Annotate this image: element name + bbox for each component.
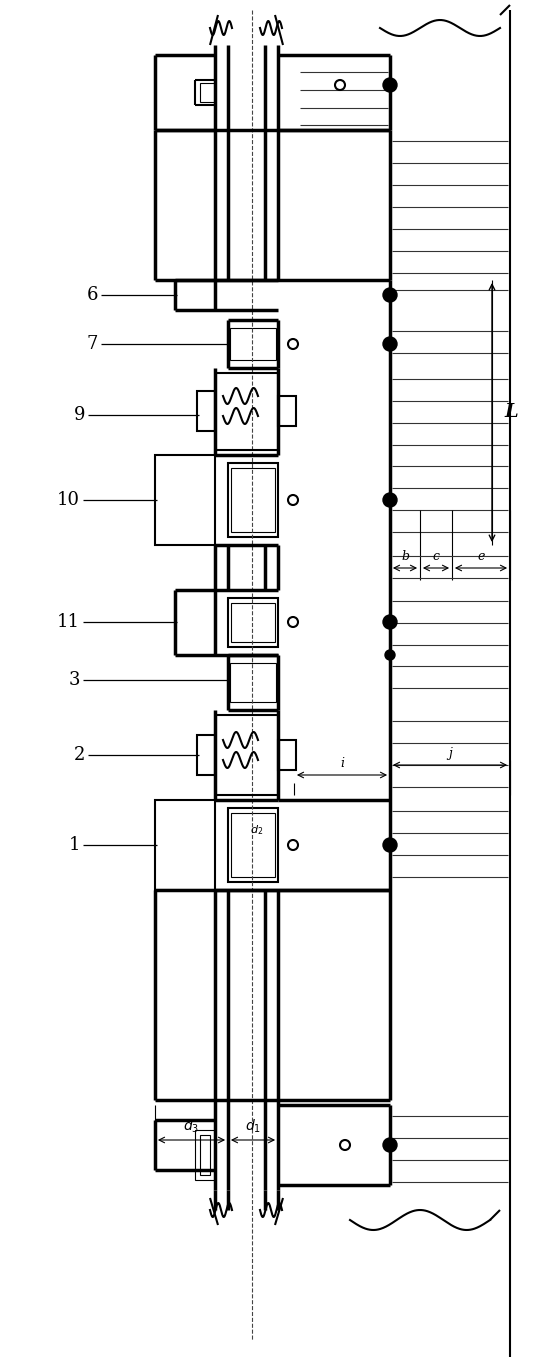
Text: i: i	[340, 757, 344, 770]
Text: $d_3$: $d_3$	[183, 1118, 199, 1135]
Bar	[155, 800, 215, 890]
Text: 3: 3	[68, 671, 80, 689]
Bar	[231, 603, 275, 642]
Bar	[230, 328, 276, 360]
Text: 11: 11	[57, 612, 80, 632]
Bar	[228, 808, 278, 882]
Text: 6: 6	[87, 286, 98, 303]
Circle shape	[383, 78, 397, 92]
Text: 1: 1	[68, 837, 80, 854]
Circle shape	[383, 288, 397, 302]
Text: 10: 10	[57, 491, 80, 509]
Bar	[197, 391, 215, 431]
Circle shape	[383, 838, 397, 852]
Bar	[278, 740, 296, 770]
Text: L: L	[504, 403, 518, 421]
Circle shape	[383, 493, 397, 507]
Text: 7: 7	[87, 335, 98, 353]
Text: 2: 2	[74, 746, 85, 764]
Bar	[228, 463, 278, 537]
Bar	[228, 597, 278, 647]
Text: 9: 9	[74, 406, 85, 424]
Circle shape	[383, 338, 397, 351]
Bar	[231, 813, 275, 878]
Circle shape	[383, 1137, 397, 1152]
Bar	[200, 1135, 210, 1176]
Text: c: c	[433, 550, 440, 563]
Bar	[230, 663, 276, 703]
Bar	[200, 83, 215, 103]
Bar	[195, 1131, 215, 1180]
Circle shape	[383, 615, 397, 629]
Text: e: e	[478, 550, 485, 563]
Text: $d_1$: $d_1$	[245, 1118, 261, 1135]
Bar	[197, 735, 215, 775]
Bar	[155, 455, 215, 545]
Text: $d_2$: $d_2$	[250, 823, 263, 837]
Text: b: b	[401, 550, 409, 563]
Text: j: j	[448, 746, 452, 760]
Circle shape	[385, 649, 395, 660]
Bar	[231, 468, 275, 532]
Bar	[278, 396, 296, 427]
